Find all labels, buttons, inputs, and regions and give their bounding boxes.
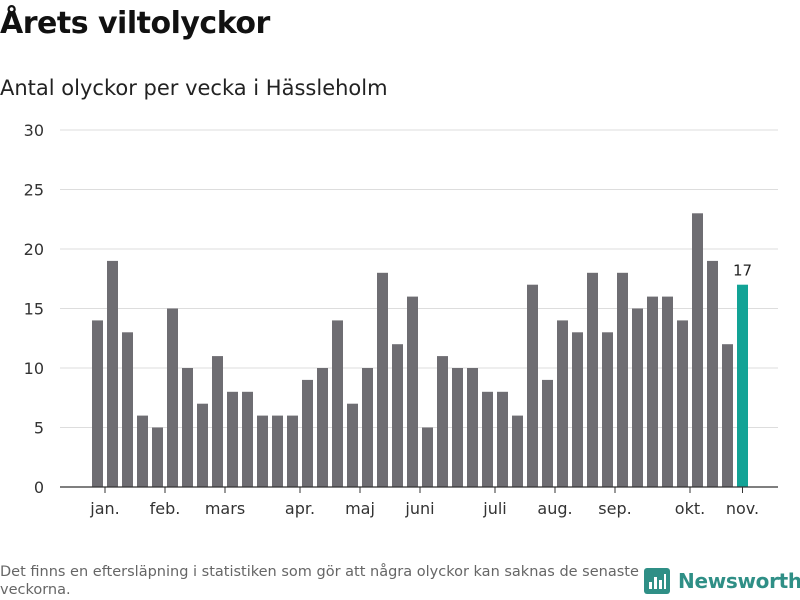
bar <box>512 415 523 487</box>
x-tick-label: feb. <box>150 499 181 518</box>
data-label: 17 <box>733 262 752 280</box>
bar <box>122 332 133 487</box>
y-tick-label: 15 <box>24 300 44 319</box>
bar <box>92 320 103 487</box>
brand-name: Newsworthy <box>678 569 800 593</box>
bar <box>497 391 508 487</box>
bar <box>242 391 253 487</box>
bar <box>692 213 703 488</box>
bar <box>587 272 598 487</box>
bar <box>617 272 628 487</box>
bar <box>197 403 208 487</box>
y-tick-label: 5 <box>34 419 44 438</box>
chart-title: Årets viltolyckor <box>0 6 270 41</box>
x-tick-label: okt. <box>675 499 705 518</box>
bar <box>482 391 493 487</box>
bar <box>167 308 178 487</box>
bar <box>647 296 658 487</box>
bar <box>377 272 388 487</box>
bar <box>452 368 463 487</box>
newsworthy-logo-icon <box>644 568 670 594</box>
y-tick-label: 30 <box>24 121 44 140</box>
bar <box>467 368 478 487</box>
bar <box>317 368 328 487</box>
bar <box>527 284 538 487</box>
bar <box>137 415 148 487</box>
bar <box>182 368 193 487</box>
bar <box>332 320 343 487</box>
bar <box>602 332 613 487</box>
y-tick-label: 10 <box>24 359 44 378</box>
bar <box>227 391 238 487</box>
footnote: Det finns en eftersläpning i statistiken… <box>0 564 639 598</box>
y-tick-label: 25 <box>24 181 44 200</box>
bar <box>632 308 643 487</box>
chart-subtitle: Antal olyckor per vecka i Hässleholm <box>0 76 388 100</box>
brand-logo: Newsworthy <box>644 568 800 594</box>
bar <box>437 356 448 487</box>
bar <box>392 344 403 487</box>
x-tick-label: maj <box>345 499 375 518</box>
bar-chart: 0 5 10 15 20 25 30 17 jan. feb. mars apr. maj juni jul… <box>24 121 778 518</box>
bar <box>362 368 373 487</box>
bar <box>272 415 283 487</box>
bar <box>422 427 433 487</box>
bar <box>107 260 118 487</box>
x-tick-label: apr. <box>285 499 315 518</box>
bar <box>302 379 313 487</box>
bar <box>287 415 298 487</box>
bar <box>257 415 268 487</box>
bar <box>662 296 673 487</box>
x-tick-label: sep. <box>598 499 631 518</box>
bar <box>212 356 223 487</box>
bar <box>677 320 688 487</box>
bar <box>572 332 583 487</box>
x-tick-label: jan. <box>89 499 119 518</box>
y-tick-label: 0 <box>34 478 44 497</box>
x-tick-label: nov. <box>726 499 759 518</box>
bar <box>347 403 358 487</box>
x-tick-label: mars <box>205 499 245 518</box>
y-tick-label: 20 <box>24 240 44 259</box>
x-tick-label: juni <box>404 499 434 518</box>
bar <box>707 260 718 487</box>
bar-highlight <box>737 284 748 487</box>
bar <box>152 427 163 487</box>
bar <box>557 320 568 487</box>
bar <box>542 379 553 487</box>
x-tick-label: aug. <box>537 499 572 518</box>
x-tick-label: juli <box>482 499 506 518</box>
bar <box>407 296 418 487</box>
bar <box>722 344 733 487</box>
